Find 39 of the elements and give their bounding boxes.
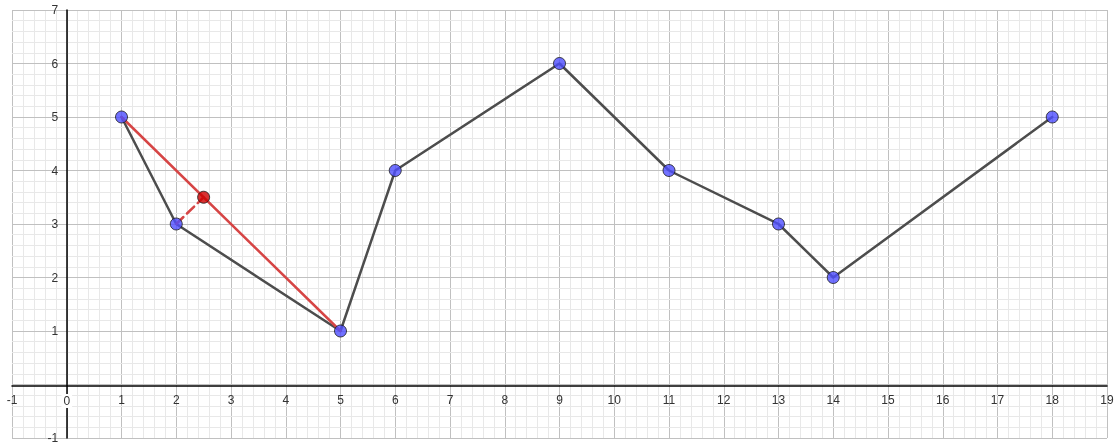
y-tick-label: 4 (51, 163, 59, 178)
x-tick-label: 17 (990, 393, 1005, 407)
y-tick-label: 7 (51, 3, 59, 17)
x-tick-label: 19 (1100, 393, 1114, 407)
x-tick-label: 12 (717, 393, 731, 407)
x-tick-label: 9 (556, 393, 564, 407)
point (1045, 110, 1059, 124)
point (772, 217, 785, 231)
x-tick-label: 16 (936, 393, 950, 407)
x-tick-label: 11 (662, 393, 676, 407)
point (197, 190, 211, 204)
x-tick-label: 2 (172, 393, 180, 407)
point (826, 271, 840, 284)
y-tick-label: 3 (51, 217, 59, 231)
x-tick-label: 10 (607, 393, 622, 407)
y-tick-label: 2 (51, 270, 59, 285)
y-tick-label: 1 (51, 324, 59, 338)
x-tick-label: 3 (227, 393, 235, 407)
x-tick-label: 14 (826, 393, 841, 407)
x-tick-label: 5 (337, 393, 345, 407)
point (334, 324, 347, 338)
x-tick-label: 15 (881, 393, 895, 407)
x-tick-label: 18 (1045, 393, 1060, 407)
x-tick-label: 13 (771, 393, 786, 407)
x-tick-label: 0 (63, 394, 71, 408)
x-tick-label: 8 (501, 393, 509, 407)
y-tick-label: 6 (51, 56, 59, 71)
x-tick-label: -1 (6, 393, 18, 407)
y-tick-label: 5 (51, 110, 59, 124)
x-tick-label: 4 (282, 393, 290, 407)
point (115, 110, 128, 124)
point (553, 57, 566, 70)
x-tick-label: 6 (391, 393, 399, 407)
y-tick-label: -1 (47, 431, 59, 445)
point (169, 217, 183, 231)
point (388, 164, 402, 177)
x-tick-label: 1 (118, 393, 126, 407)
point (662, 164, 676, 177)
x-tick-label: 7 (446, 393, 454, 407)
